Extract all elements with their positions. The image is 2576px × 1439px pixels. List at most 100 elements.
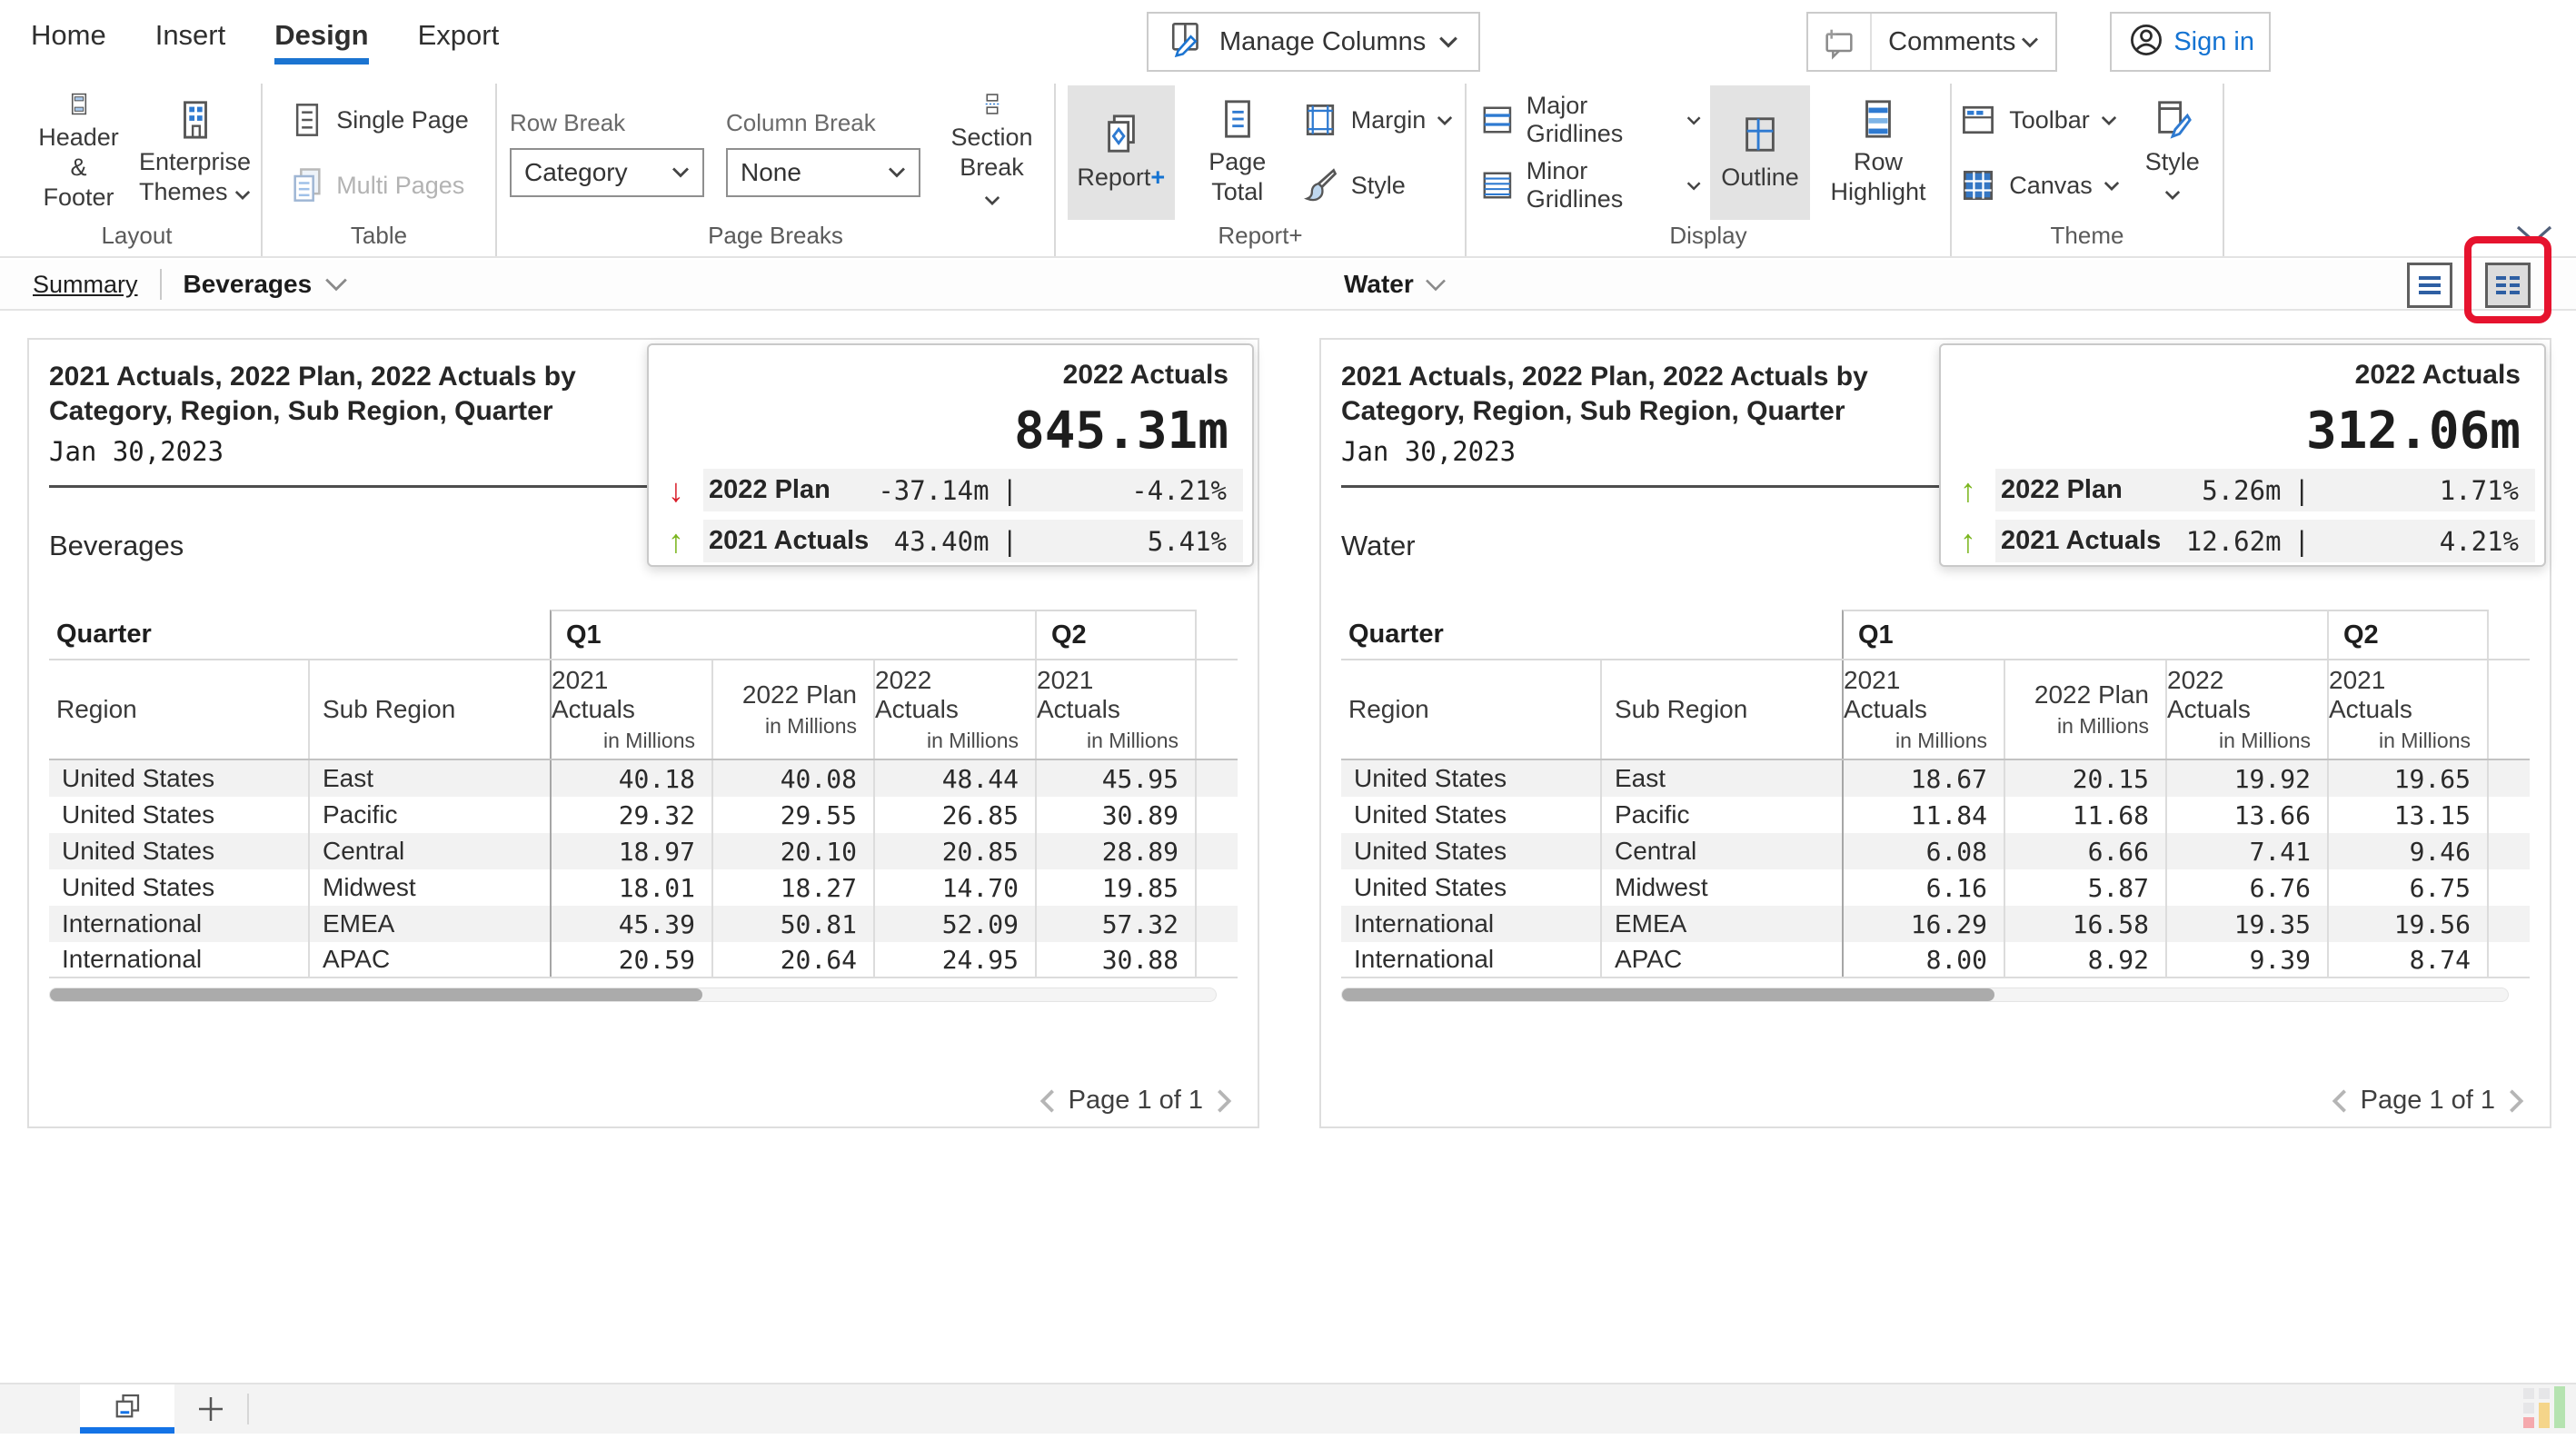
- value-cell: 52.09: [873, 906, 1035, 942]
- enterprise-themes-button[interactable]: Enterprise Themes: [139, 85, 251, 220]
- value-cell: 24.95: [873, 942, 1035, 977]
- toolbar-button[interactable]: Toolbar: [1958, 91, 2120, 149]
- group-label-layout: Layout: [101, 222, 173, 249]
- column-break-label: Column Break: [726, 108, 876, 136]
- region-cell: United States: [62, 873, 215, 901]
- table-body: United States East 18.67 20.15 19.92 19.…: [1341, 760, 2530, 978]
- q1-group-header: Q1: [1842, 610, 2327, 659]
- margin-button[interactable]: Margin: [1300, 91, 1454, 149]
- kpi-row-percent: -4.21%: [1131, 474, 1227, 506]
- kpi-comparison-row: ↑ 2022 Plan 5.26m | 1.71%: [1941, 469, 2544, 511]
- value-cell: 6.76: [2165, 869, 2327, 906]
- canvas-button[interactable]: Canvas: [1958, 156, 2120, 214]
- next-page-icon[interactable]: [1214, 1087, 1234, 1115]
- collapse-ribbon-button[interactable]: [2514, 223, 2554, 250]
- horizontal-scrollbar[interactable]: [1341, 987, 2509, 1002]
- pager-label: Page 1 of 1: [2360, 1086, 2495, 1115]
- report-panel-water: 2021 Actuals, 2022 Plan, 2022 Actuals by…: [1319, 338, 2551, 1128]
- tab-insert[interactable]: Insert: [154, 19, 226, 51]
- sign-in-label: Sign in: [2173, 26, 2254, 56]
- minor-gridlines-button[interactable]: Minor Gridlines: [1479, 156, 1701, 214]
- row-highlight-button[interactable]: Row Highlight: [1819, 85, 1937, 220]
- chevron-down-icon: [1686, 181, 1701, 190]
- scrollbar-thumb[interactable]: [1342, 988, 1995, 1001]
- group-report-plus: Report+ Page Total Margin Style: [1056, 84, 1467, 256]
- previous-page-icon[interactable]: [2330, 1087, 2350, 1115]
- kpi-row-label: 2021 Actuals: [2001, 526, 2162, 555]
- kpi-row-percent: 4.21%: [2439, 525, 2519, 557]
- kpi-row-separator: |: [1001, 525, 1018, 557]
- multi-pages-button[interactable]: Multi Pages: [289, 156, 469, 214]
- value-cell: 9.39: [2165, 942, 2327, 977]
- table-group-header-row: Quarter Q1 Q2: [1341, 610, 2530, 660]
- category-tab-beverages[interactable]: Beverages: [184, 270, 349, 299]
- header-footer-button[interactable]: Header & Footer: [25, 85, 133, 220]
- value-cell: 20.85: [873, 833, 1035, 869]
- single-page-button[interactable]: Single Page: [289, 91, 469, 149]
- tab-design[interactable]: Design: [274, 19, 369, 65]
- page-total-button[interactable]: Page Total: [1184, 85, 1291, 220]
- section-break-button[interactable]: Section Break: [942, 85, 1041, 220]
- style-button[interactable]: Style: [1300, 156, 1454, 214]
- value-cell: 13.15: [2327, 797, 2489, 833]
- next-page-icon[interactable]: [2506, 1087, 2526, 1115]
- kpi-comparison-row: ↑ 2021 Actuals 43.40m | 5.41%: [649, 520, 1252, 562]
- outline-icon: [1746, 116, 1775, 152]
- tab-export[interactable]: Export: [417, 19, 500, 51]
- summary-link[interactable]: Summary: [33, 270, 138, 298]
- value-cell: 8.92: [2004, 942, 2165, 977]
- value-cell: 45.39: [550, 906, 711, 942]
- manage-columns-icon: [1169, 19, 1207, 65]
- report-title: 2021 Actuals, 2022 Plan, 2022 Actuals by…: [49, 362, 576, 426]
- pager-label: Page 1 of 1: [1068, 1086, 1203, 1115]
- single-column-view-button[interactable]: [2407, 263, 2452, 308]
- value-cell: 6.75: [2327, 869, 2489, 906]
- two-column-view-icon: [2496, 276, 2520, 294]
- value-cell: 28.89: [1035, 833, 1197, 869]
- row-break-select[interactable]: Category: [510, 147, 704, 197]
- region-cell: International: [62, 945, 203, 973]
- column-header: 2022 Actuals in Millions: [2165, 660, 2327, 759]
- value-cell: 29.32: [550, 797, 711, 833]
- value-cell: 19.92: [2165, 760, 2327, 797]
- tab-home[interactable]: Home: [31, 19, 106, 51]
- value-cell: 18.27: [711, 869, 873, 906]
- major-gridlines-button[interactable]: Major Gridlines: [1479, 91, 1701, 149]
- region-header: Region: [56, 695, 137, 723]
- report-plus-button[interactable]: Report+: [1067, 85, 1175, 220]
- outline-button[interactable]: Outline: [1710, 85, 1810, 220]
- chevron-down-icon: [2104, 181, 2119, 191]
- group-label-page-breaks: Page Breaks: [708, 222, 843, 249]
- theme-style-button[interactable]: Style: [2129, 85, 2216, 220]
- app-logo: [2523, 1386, 2565, 1428]
- group-display: Major Gridlines Minor Gridlines Outline: [1467, 84, 1952, 256]
- up-arrow-icon: ↑: [1960, 521, 1976, 560]
- kpi-comparison-row: ↓ 2022 Plan -37.14m | -4.21%: [649, 469, 1252, 511]
- two-column-view-button[interactable]: [2485, 263, 2531, 308]
- style-pencil-icon: [2157, 101, 2192, 139]
- scrollbar-thumb[interactable]: [50, 988, 703, 1001]
- sub-region-cell: Central: [308, 833, 550, 869]
- manage-columns-button[interactable]: Manage Columns: [1147, 12, 1481, 72]
- previous-page-icon[interactable]: [1038, 1087, 1058, 1115]
- up-arrow-icon: ↑: [668, 521, 684, 560]
- sub-region-cell: APAC: [308, 942, 550, 977]
- sign-in-button[interactable]: Sign in: [2110, 12, 2271, 72]
- table-row: United States Midwest 18.01 18.27 14.70 …: [49, 869, 1238, 906]
- value-cell: 30.88: [1035, 942, 1197, 977]
- column-break-select[interactable]: None: [726, 147, 920, 197]
- page-tab-active[interactable]: [80, 1384, 174, 1434]
- add-page-button[interactable]: [174, 1384, 247, 1434]
- group-label-theme: Theme: [2050, 222, 2124, 249]
- horizontal-scrollbar[interactable]: [49, 987, 1217, 1002]
- kpi-value: 845.31m: [1013, 402, 1228, 461]
- canvas-icon: [1964, 170, 1994, 201]
- kpi-row-separator: |: [1001, 474, 1018, 506]
- region-cell: United States: [62, 800, 215, 829]
- region-cell: United States: [1354, 873, 1507, 901]
- comments-button[interactable]: Comments: [1806, 12, 2058, 72]
- plus-icon: [199, 1397, 223, 1421]
- value-cell: 48.44: [873, 760, 1035, 797]
- category-tab-water[interactable]: Water: [1344, 270, 1447, 299]
- value-cell: 29.55: [711, 797, 873, 833]
